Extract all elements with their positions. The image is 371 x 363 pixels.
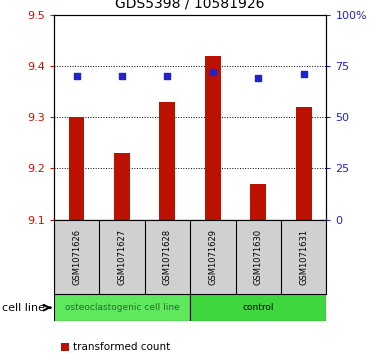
Text: cell line: cell line xyxy=(2,303,45,313)
Text: GSM1071629: GSM1071629 xyxy=(209,229,217,285)
Text: GSM1071630: GSM1071630 xyxy=(254,229,263,285)
Bar xyxy=(250,184,266,220)
Bar xyxy=(54,294,190,321)
Text: GSM1071631: GSM1071631 xyxy=(299,229,308,285)
Point xyxy=(164,73,170,79)
Text: GSM1071628: GSM1071628 xyxy=(163,229,172,285)
Bar xyxy=(296,107,312,220)
Bar xyxy=(160,102,175,220)
Point xyxy=(210,69,216,75)
Title: GDS5398 / 10581926: GDS5398 / 10581926 xyxy=(115,0,265,11)
Bar xyxy=(69,117,85,220)
Point xyxy=(255,75,261,81)
Point xyxy=(119,73,125,79)
Bar xyxy=(205,56,221,220)
Text: GSM1071626: GSM1071626 xyxy=(72,229,81,285)
Point xyxy=(73,73,79,79)
Text: osteoclastogenic cell line: osteoclastogenic cell line xyxy=(65,303,179,312)
Text: transformed count: transformed count xyxy=(73,342,170,352)
Text: GSM1071627: GSM1071627 xyxy=(118,229,127,285)
Bar xyxy=(190,294,326,321)
Bar xyxy=(114,153,130,220)
Text: control: control xyxy=(243,303,274,312)
Point xyxy=(301,71,307,77)
